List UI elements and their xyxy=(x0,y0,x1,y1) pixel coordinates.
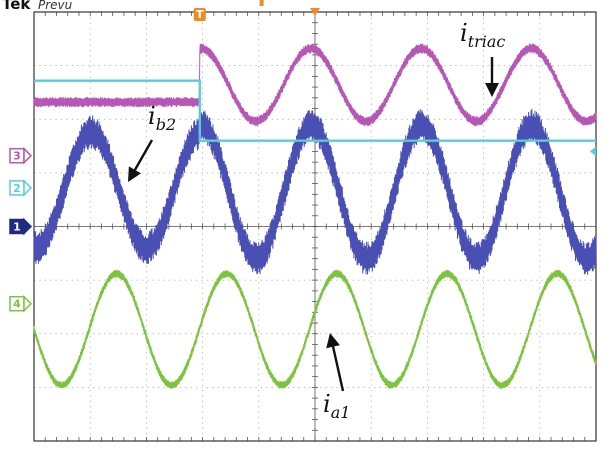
channel-markers: 3 2 1 4 xyxy=(9,146,33,313)
annotation-arrow-shaft xyxy=(331,346,345,392)
marker-arrow xyxy=(23,179,33,197)
marker-label: 3 xyxy=(13,150,21,163)
header-mode: Prevu xyxy=(38,0,73,12)
trigger-level-marker xyxy=(590,146,596,157)
trigger-label: T xyxy=(196,8,204,21)
graticule xyxy=(33,11,597,442)
marker-label: 1 xyxy=(13,221,21,234)
annotation-arrow-shaft xyxy=(133,139,154,171)
annotation-arrow-head xyxy=(326,333,340,349)
annotation-arrow-head xyxy=(128,166,142,182)
annotation-label: ib2 xyxy=(148,102,176,134)
marker-label: 2 xyxy=(13,182,21,195)
annotation-itriac: itriac xyxy=(460,19,505,97)
ch3-marker: 3 xyxy=(9,146,33,165)
trace-ch2 xyxy=(34,79,596,142)
header-brand: Tek xyxy=(2,0,31,13)
trigger-markers: T xyxy=(193,0,596,157)
ch1-marker: 1 xyxy=(9,217,33,236)
trigger-top-tick xyxy=(259,0,264,6)
annotation-ib2: ib2 xyxy=(128,102,176,182)
ch2-marker: 2 xyxy=(9,179,33,197)
annotation-ia1: ia1 xyxy=(323,333,350,422)
ch4-marker: 4 xyxy=(9,294,33,313)
annotations: itriac ib2 ia1 xyxy=(128,19,505,422)
trace-ch1-ib2 xyxy=(33,108,597,275)
trigger-center-marker xyxy=(310,8,320,16)
marker-arrow xyxy=(23,146,33,165)
trigger-box xyxy=(193,8,206,21)
traces xyxy=(33,43,597,390)
marker-label: 4 xyxy=(13,298,21,311)
marker-arrow xyxy=(23,217,33,236)
trace-ch4-ia1 xyxy=(33,269,597,390)
annotation-label: itriac xyxy=(460,19,505,51)
trigger-position-marker: T xyxy=(193,8,206,21)
trace-ch3-itriac xyxy=(33,43,597,127)
marker-arrow xyxy=(23,294,33,313)
annotation-label: ia1 xyxy=(323,390,350,422)
annotation-arrow-head xyxy=(485,83,499,97)
